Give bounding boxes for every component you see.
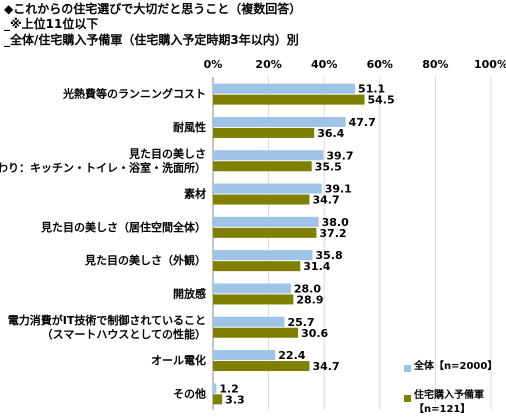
x-tick-label: 40%	[311, 58, 337, 71]
category-label: 耐風性	[173, 120, 206, 134]
data-label: 37.2	[319, 227, 346, 240]
data-label: 30.6	[301, 327, 328, 340]
data-label: 31.4	[303, 260, 330, 273]
bar	[213, 316, 285, 327]
bar	[213, 116, 346, 127]
category-label: （スマートハウスとしての性能）	[42, 327, 206, 341]
legend-label: 全体【n=2000】	[414, 361, 498, 372]
bar	[213, 327, 299, 338]
data-label: 28.9	[296, 293, 323, 306]
bar	[213, 83, 356, 94]
data-label: 1.2	[219, 382, 239, 395]
bar	[213, 127, 315, 138]
data-label: 39.1	[325, 183, 352, 196]
legend-swatch	[404, 365, 411, 372]
legend-label: 住宅購入予備軍	[414, 390, 484, 401]
x-tick-label: 20%	[255, 58, 281, 71]
category-label: 開放感	[173, 286, 206, 300]
category-label: 電力消費がIT技術で制御されていること	[8, 313, 206, 327]
data-label: 38.0	[322, 216, 349, 229]
data-label: 35.5	[315, 160, 342, 173]
bar	[213, 250, 313, 261]
x-tick-label: 80%	[422, 58, 448, 71]
data-label: 28.0	[294, 282, 321, 295]
data-label: 36.4	[317, 127, 344, 140]
chart-title: ◆これからの住宅選びで大切だと思うこと（複数回答）	[4, 2, 302, 16]
chart-subtitle-segment: _全体/住宅購入予備軍（住宅購入予定時期3年以内）別	[4, 33, 299, 47]
x-tick-label: 0%	[204, 58, 223, 71]
legend-label: 【n=121】	[414, 404, 471, 415]
bar	[213, 183, 322, 194]
category-label: 光熱費等のランニングコスト	[62, 87, 206, 101]
data-label: 3.3	[225, 393, 245, 406]
data-label: 34.7	[312, 194, 339, 207]
data-label: 51.1	[358, 83, 385, 96]
bar	[213, 161, 312, 172]
category-label: オール電化	[151, 353, 206, 367]
data-label: 47.7	[349, 116, 376, 129]
bar	[213, 94, 365, 105]
category-label: 見た目の美しさ（外観）	[84, 253, 206, 267]
data-label: 54.5	[368, 94, 395, 107]
bar	[213, 216, 319, 227]
bar	[213, 383, 217, 394]
bar	[213, 261, 301, 272]
bar	[213, 361, 310, 372]
category-label: 見た目の美しさ	[128, 146, 206, 160]
bar	[213, 394, 223, 405]
data-label: 35.8	[316, 249, 343, 262]
chart-subtitle-note: _※上位11位以下	[4, 17, 99, 31]
bar	[213, 294, 294, 305]
bar	[213, 283, 291, 294]
x-tick-label: 60%	[367, 58, 393, 71]
data-label: 34.7	[312, 360, 339, 373]
x-tick-label: 100%	[474, 58, 506, 71]
category-label: 素材	[184, 187, 206, 201]
legend-swatch	[404, 395, 411, 402]
bar	[213, 227, 317, 238]
bar	[213, 350, 276, 361]
data-label: 25.7	[287, 316, 314, 329]
category-label: その他	[173, 386, 206, 400]
bar	[213, 150, 324, 161]
category-label: （水まわり：キッチン・トイレ・浴室・洗面所）	[0, 160, 206, 174]
category-label: 見た目の美しさ（居住空間全体）	[40, 220, 206, 234]
bar	[213, 194, 310, 205]
data-label: 22.4	[278, 349, 305, 362]
data-label: 39.7	[326, 149, 353, 162]
